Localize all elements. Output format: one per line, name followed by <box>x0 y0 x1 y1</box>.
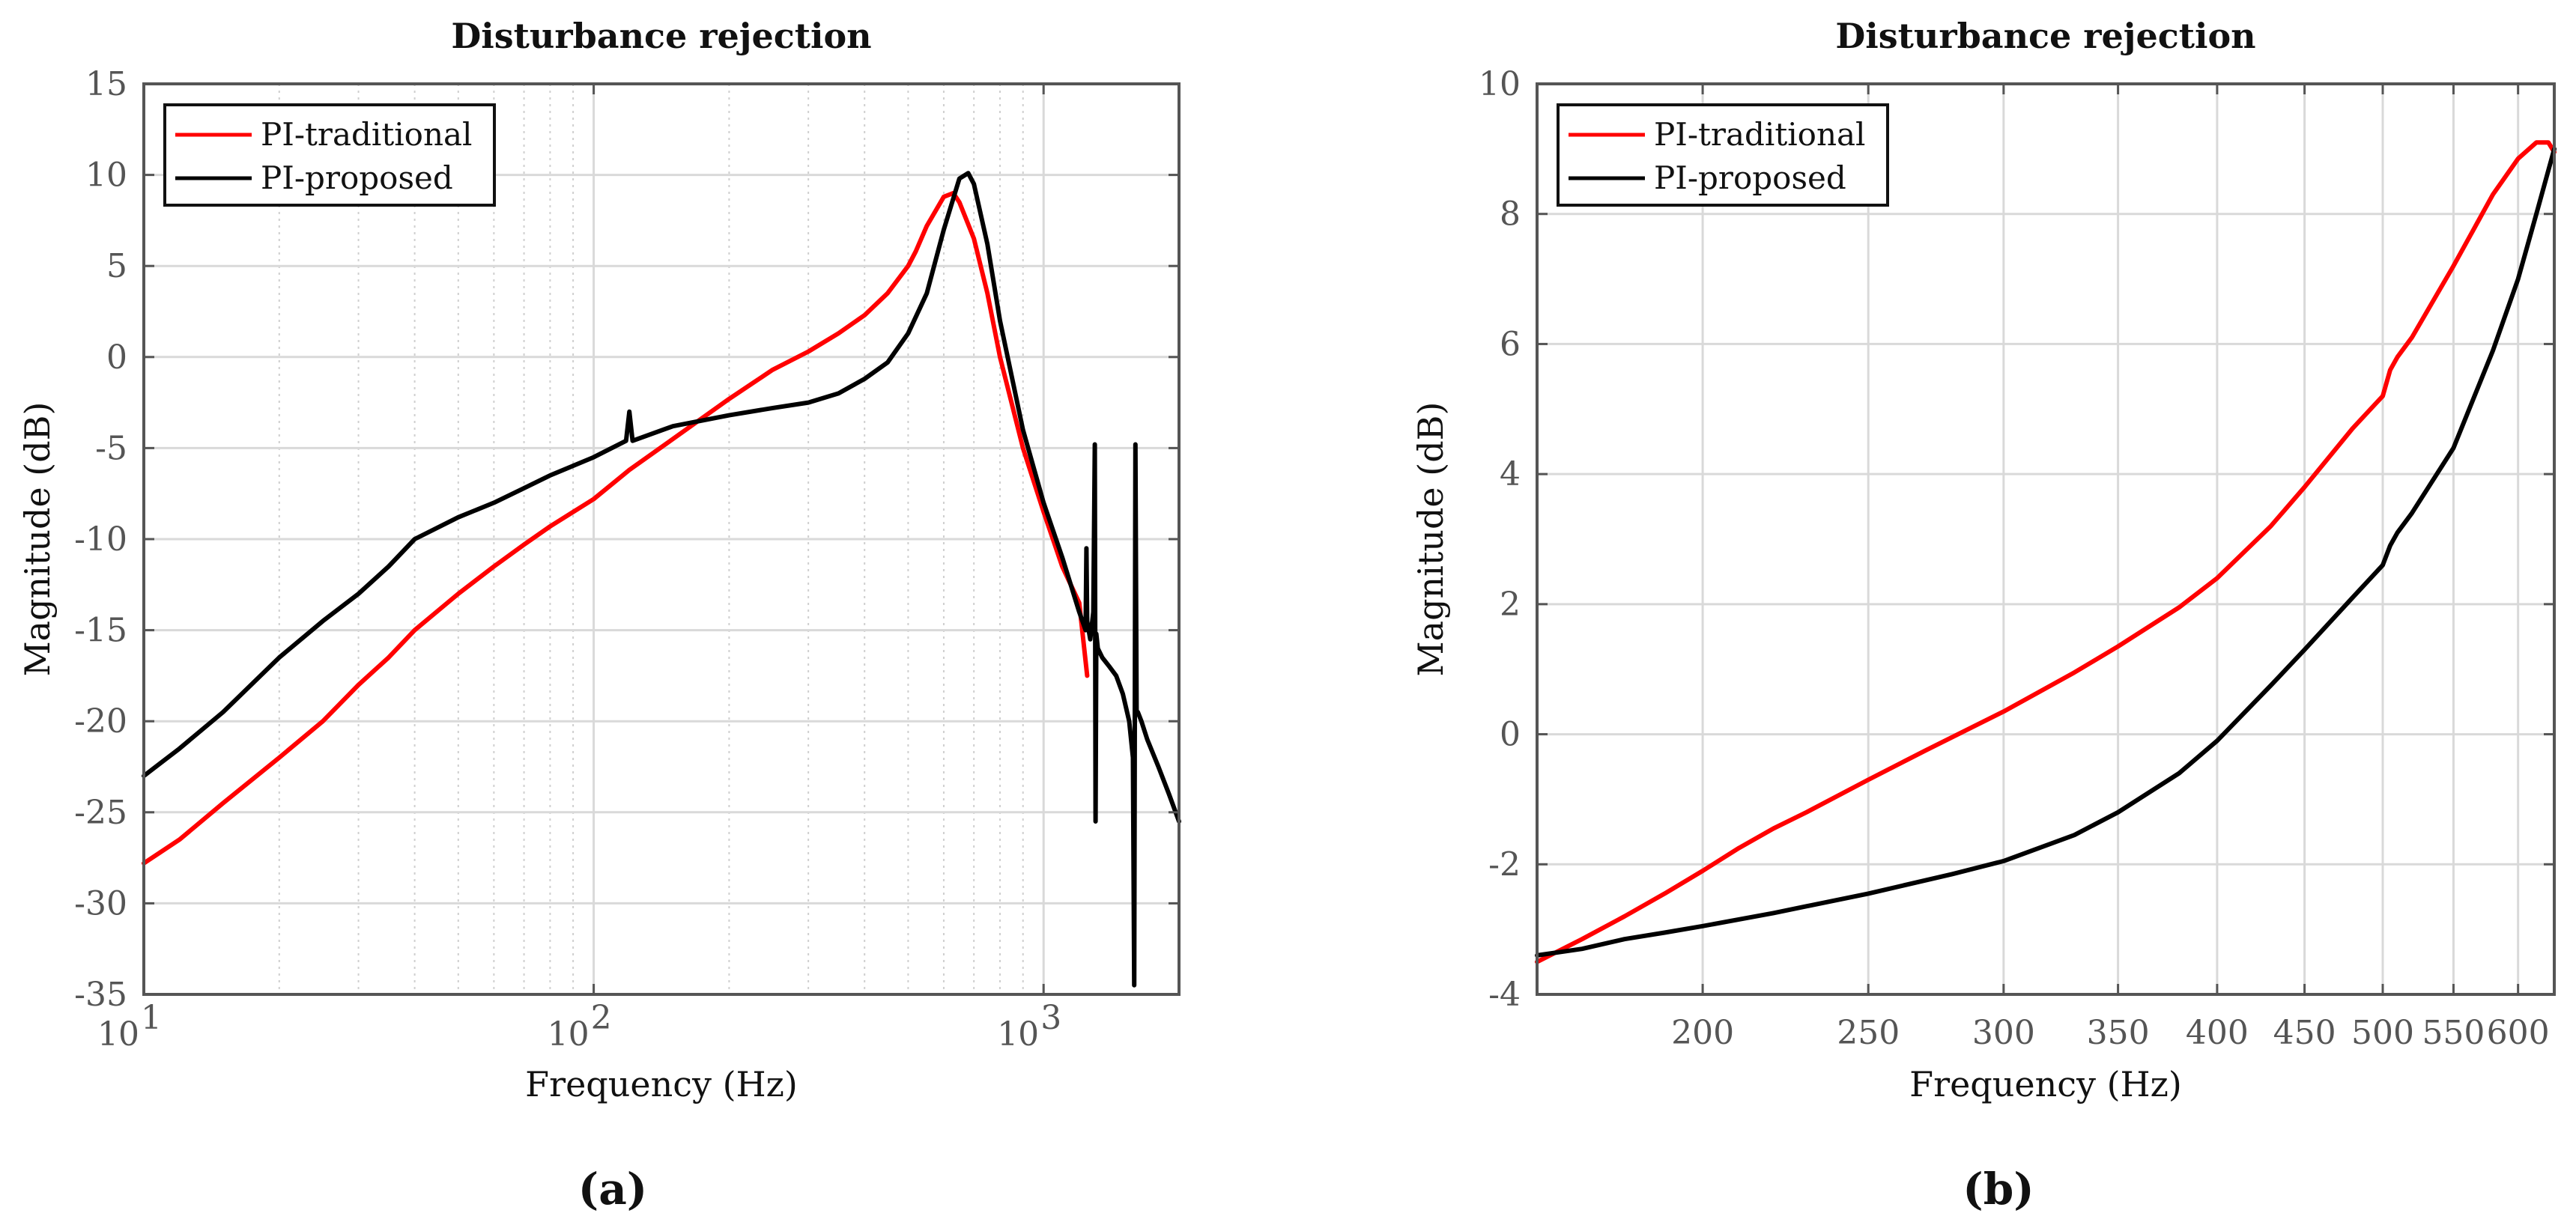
series-line-pi-proposed <box>1535 146 2557 958</box>
y-tick-label: -25 <box>74 794 127 832</box>
y-tick-label: -35 <box>74 976 127 1014</box>
chart-title: Disturbance rejection <box>1835 16 2255 56</box>
x-tick-label: 350 <box>2087 1014 2150 1052</box>
panel-caption: (a) <box>578 1164 647 1215</box>
y-tick-label: 5 <box>106 247 127 285</box>
legend-label: PI-proposed <box>1654 159 1846 196</box>
y-tick-label: 10 <box>1479 65 1521 103</box>
x-tick-label: 500 <box>2351 1014 2414 1052</box>
legend-label: PI-proposed <box>261 159 453 196</box>
plot-area <box>1537 84 2554 994</box>
x-tick-label-exponent: 3 <box>1040 999 1061 1037</box>
y-tick-label: 0 <box>1500 716 1521 754</box>
series-line-pi-proposed <box>142 171 1181 988</box>
y-tick-label: 6 <box>1500 325 1521 363</box>
chart-title: Disturbance rejection <box>451 16 871 56</box>
x-tick-label: 250 <box>1837 1014 1900 1052</box>
x-tick-label: 550 <box>2422 1014 2485 1052</box>
y-tick-label: -30 <box>74 884 127 923</box>
y-axis-label: Magnitude (dB) <box>1410 402 1451 677</box>
x-tick-label-exponent: 2 <box>591 999 612 1037</box>
panel-b: -4 -2 0 2 4 6 8 10 200 250 300 350 400 450 500 550 600 Di… <box>1410 16 2557 1215</box>
y-tick-label: -2 <box>1488 845 1521 884</box>
x-tick-label: 400 <box>2186 1014 2249 1052</box>
y-tick-label: -5 <box>95 429 127 467</box>
legend-label: PI-traditional <box>261 116 472 153</box>
legend: PI-traditional PI-proposed <box>1557 103 1889 207</box>
legend-box <box>163 103 496 207</box>
y-tick-label: 10 <box>85 156 127 195</box>
y-tick-label: 2 <box>1500 586 1521 624</box>
x-tick-label: 200 <box>1671 1014 1734 1052</box>
y-tick-label: 15 <box>85 65 127 103</box>
x-tick-label: 10 <box>997 1015 1039 1054</box>
x-tick-label: 10 <box>97 1015 139 1054</box>
series-line-pi-traditional <box>1535 140 2557 964</box>
y-tick-label: -4 <box>1488 976 1521 1014</box>
legend-label: PI-traditional <box>1654 116 1865 153</box>
series-line-pi-traditional <box>142 190 1090 866</box>
y-tick-label: -15 <box>74 612 127 650</box>
y-tick-label: -20 <box>74 702 127 741</box>
x-tick-label-exponent: 1 <box>141 999 162 1037</box>
legend: PI-traditional PI-proposed <box>163 103 496 207</box>
axes-box <box>1536 82 2556 996</box>
y-tick-label: 8 <box>1500 195 1521 234</box>
legend-box <box>1557 103 1889 207</box>
y-tick-label: -10 <box>74 520 127 559</box>
y-tick-label: 0 <box>106 338 127 377</box>
x-tick-label: 300 <box>1972 1014 2035 1052</box>
x-axis-label: Frequency (Hz) <box>525 1064 798 1104</box>
x-tick-label: 10 <box>548 1015 590 1054</box>
panel-caption: (b) <box>1963 1164 2034 1215</box>
x-axis-label: Frequency (Hz) <box>1909 1064 2182 1104</box>
y-tick-label: 4 <box>1500 455 1521 493</box>
y-axis-label: Magnitude (dB) <box>17 402 58 677</box>
x-tick-label: 600 <box>2487 1014 2550 1052</box>
x-tick-label: 450 <box>2273 1014 2336 1052</box>
